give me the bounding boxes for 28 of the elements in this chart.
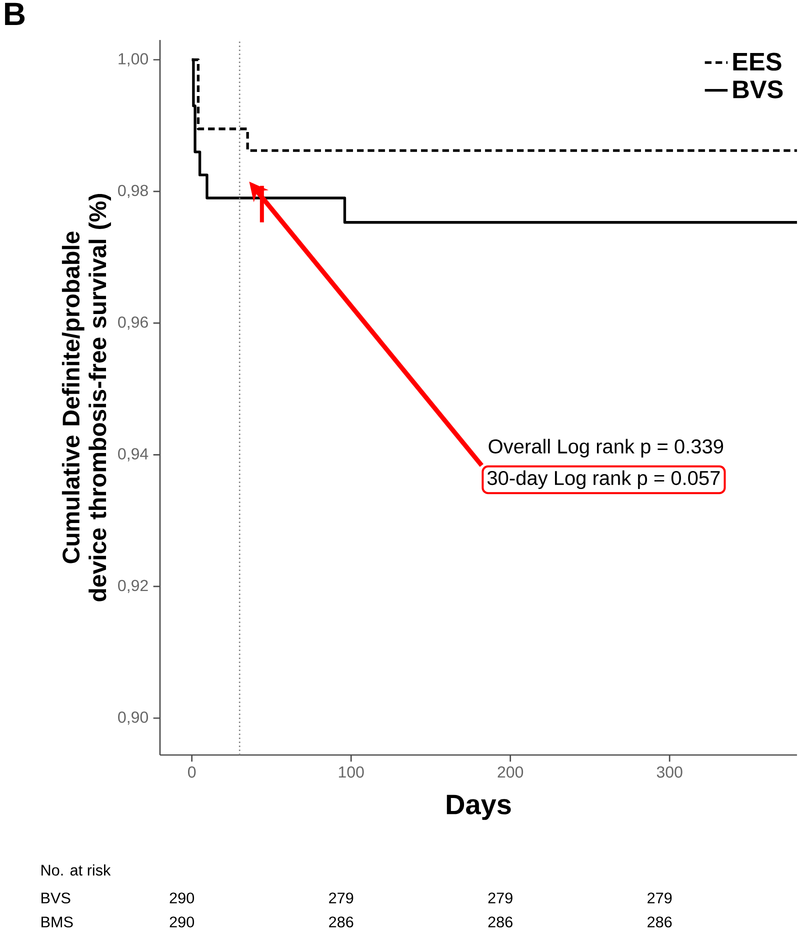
text: 286 (488, 916, 512, 928)
y-axis-title: Cumulative Definite/probable device thrombosis-free survival (%) (62, 194, 111, 602)
y-tick-label: 0,90 (118, 712, 148, 725)
y-tick-label: 0,98 (118, 184, 148, 198)
legend-label: BVS (733, 80, 783, 98)
text: 290 (170, 916, 194, 928)
y-tick-label: 1,00 (118, 53, 148, 66)
y-tick-label: 0,96 (118, 316, 148, 330)
y-tick-label: 0,92 (118, 580, 148, 594)
x-axis-title: Days (446, 794, 511, 820)
x-tick-label: 200 (498, 766, 524, 778)
annotation: 30-day Log rank p = 0.057 (487, 470, 720, 490)
text: BVS (42, 892, 70, 904)
text: 279 (488, 892, 512, 904)
annotation: Overall Log rank p = 0.339 (488, 438, 724, 458)
legend-label: EES (733, 52, 782, 71)
x-tick-label: 300 (656, 766, 682, 778)
chart-title: B (5, 2, 25, 25)
text: 279 (329, 892, 354, 904)
text: 286 (648, 916, 672, 928)
text: BMS (42, 916, 73, 928)
y-tick-label: 0,94 (118, 448, 148, 462)
text: 290 (170, 892, 194, 904)
x-tick-label: 100 (338, 766, 364, 778)
text: 286 (329, 916, 354, 928)
text: No. at risk (42, 864, 111, 876)
text: 279 (648, 892, 672, 904)
x-tick-label: 0 (188, 766, 196, 778)
